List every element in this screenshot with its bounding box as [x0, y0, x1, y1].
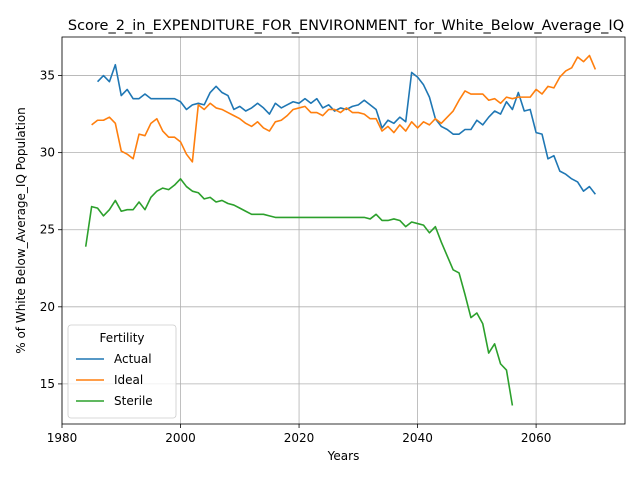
- x-tick-label: 2040: [402, 431, 433, 445]
- legend-box: [67, 324, 177, 419]
- x-axis-title: Years: [327, 449, 360, 463]
- y-tick-label: 15: [40, 377, 55, 391]
- legend-label-actual: Actual: [114, 352, 152, 366]
- x-tick-label: 2000: [165, 431, 196, 445]
- x-tick-label: 2020: [284, 431, 315, 445]
- legend-entries: Actual Ideal Sterile: [76, 352, 153, 408]
- y-tick-label: 25: [40, 223, 55, 237]
- grid-lines: [61, 37, 625, 424]
- series-lines: [84, 54, 597, 406]
- legend: Fertility Actual Ideal Sterile: [67, 324, 177, 419]
- x-tick-label: 2060: [521, 431, 552, 445]
- y-tick-label: 35: [40, 69, 55, 83]
- plot-frame: [61, 36, 626, 425]
- y-axis-title: % of White Below_Average_IQ Population: [14, 107, 28, 354]
- y-tick-label: 30: [40, 146, 55, 160]
- series-line-actual: [96, 63, 597, 195]
- series-line-sterile: [84, 178, 514, 406]
- axis-ticks: 1980 2000 2020 2040 2060 15 20 25 30 35: [40, 69, 552, 445]
- legend-label-sterile: Sterile: [114, 394, 153, 408]
- legend-title: Fertility: [99, 331, 144, 345]
- y-tick-label: 20: [40, 300, 55, 314]
- legend-label-ideal: Ideal: [114, 373, 143, 387]
- x-tick-label: 1980: [47, 431, 78, 445]
- chart-title: Score_2_in_EXPENDITURE_FOR_ENVIRONMENT_f…: [68, 18, 624, 34]
- series-line-ideal: [91, 54, 597, 163]
